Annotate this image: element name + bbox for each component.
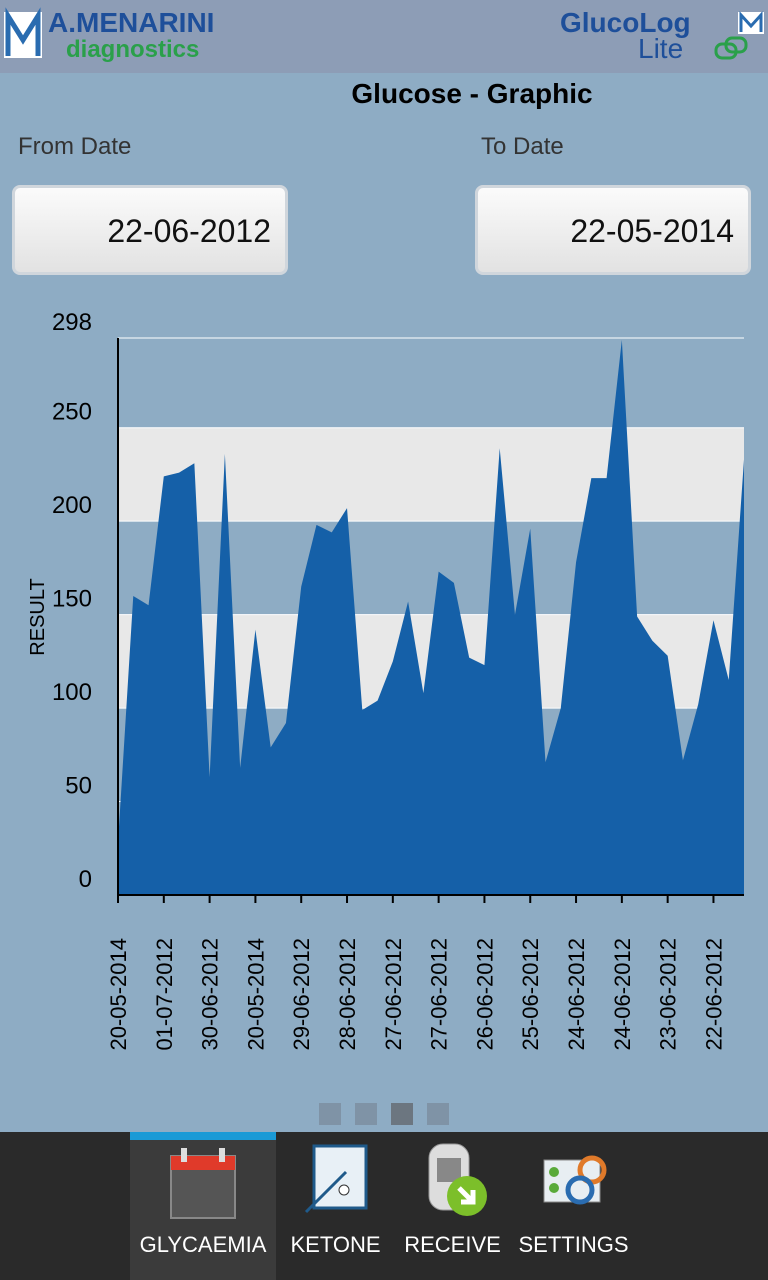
x-tick-label: 20-05-2014 (243, 938, 268, 1051)
y-tick-label: 50 (65, 773, 92, 800)
tab-label: SETTINGS (518, 1232, 629, 1257)
x-tick-label: 20-05-2014 (106, 938, 131, 1051)
x-tick-label: 26-06-2012 (472, 938, 497, 1051)
to-label: To Date (481, 133, 564, 160)
tab-label: KETONE (290, 1232, 381, 1257)
x-tick-label: 29-06-2012 (289, 938, 314, 1051)
header: A.MENARINI diagnostics GlucoLog Lite (0, 0, 768, 73)
tab-receive[interactable]: RECEIVE (395, 1132, 510, 1280)
y-tick-label: 100 (52, 679, 92, 706)
chart: RESULT 0 50 100 150 200 250 298 20-05-2014 01-07… (27, 309, 744, 1051)
x-tick-label: 30-06-2012 (198, 938, 223, 1051)
tab-bar: GLYCAEMIA KETONE RECEIVE SETTINGS (0, 1132, 768, 1280)
brand: A.MENARINI (48, 7, 214, 38)
from-date-button[interactable]: 22-06-2012 (12, 185, 288, 275)
app-sub: Lite (638, 33, 683, 64)
x-tick-label: 24-06-2012 (610, 938, 635, 1051)
tab-glycaemia[interactable]: GLYCAEMIA (130, 1132, 276, 1280)
app-name: GlucoLog (560, 7, 691, 38)
page-dot-active[interactable] (391, 1103, 413, 1125)
x-tick-label: 25-06-2012 (518, 938, 543, 1051)
page-dot[interactable] (355, 1103, 377, 1125)
y-tick-label: 298 (52, 309, 92, 336)
tab-label: GLYCAEMIA (139, 1232, 267, 1257)
y-tick-label: 0 (79, 866, 92, 893)
grid-band (118, 427, 744, 522)
y-tick-label: 150 (52, 586, 92, 613)
x-tick-label: 01-07-2012 (152, 938, 177, 1051)
x-tick-label: 28-06-2012 (335, 938, 360, 1051)
brand-sub: diagnostics (66, 36, 199, 63)
x-tick-label: 23-06-2012 (656, 938, 681, 1051)
tab-ketone[interactable]: KETONE (277, 1132, 394, 1280)
from-label: From Date (18, 133, 132, 160)
settings-icon (543, 1155, 606, 1205)
y-tick-label: 250 (52, 399, 92, 426)
to-date-button[interactable]: 22-05-2014 (475, 185, 751, 275)
tab-settings[interactable]: SETTINGS (511, 1132, 636, 1280)
x-tick-label: 27-06-2012 (381, 938, 406, 1051)
ketone-icon (304, 1144, 367, 1214)
y-tick-label: 200 (52, 492, 92, 519)
page-dot[interactable] (319, 1103, 341, 1125)
receive-icon (428, 1143, 487, 1216)
x-tick-label: 24-06-2012 (564, 938, 589, 1051)
page-dot[interactable] (427, 1103, 449, 1125)
x-tick-label: 27-06-2012 (427, 938, 452, 1051)
area (118, 339, 744, 895)
x-tick-label: 22-06-2012 (701, 938, 726, 1051)
logos: A.MENARINI diagnostics GlucoLog Lite (4, 7, 764, 64)
calendar-icon (170, 1148, 236, 1219)
tab-label: RECEIVE (404, 1232, 501, 1257)
page-title: Glucose - Graphic (351, 78, 593, 109)
y-axis-label: RESULT (27, 578, 49, 655)
